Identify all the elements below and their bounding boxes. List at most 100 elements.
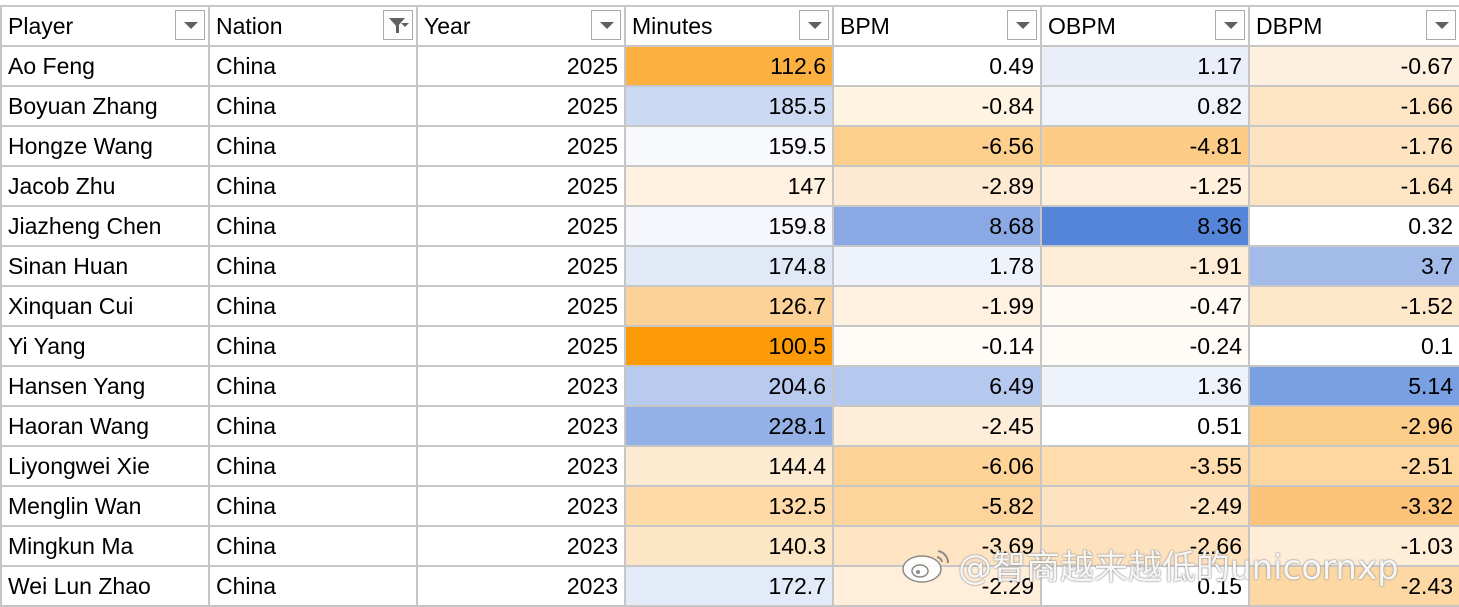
cell-nation[interactable]: China <box>208 445 418 487</box>
cell-year[interactable]: 2025 <box>416 325 626 367</box>
cell-dbpm[interactable]: -1.03 <box>1248 525 1459 567</box>
cell-year[interactable]: 2023 <box>416 405 626 447</box>
cell-obpm[interactable]: -4.81 <box>1040 125 1250 167</box>
filter-dropdown-button[interactable] <box>1215 10 1245 40</box>
cell-dbpm[interactable]: 3.7 <box>1248 245 1459 287</box>
filter-dropdown-button[interactable] <box>799 10 829 40</box>
filter-dropdown-button[interactable] <box>175 10 205 40</box>
cell-minutes[interactable]: 172.7 <box>624 565 834 607</box>
cell-player[interactable]: Sinan Huan <box>0 245 210 287</box>
cell-minutes[interactable]: 112.6 <box>624 45 834 87</box>
cell-obpm[interactable]: 1.36 <box>1040 365 1250 407</box>
cell-bpm[interactable]: -3.69 <box>832 525 1042 567</box>
header-obpm[interactable]: OBPM <box>1040 5 1250 47</box>
cell-bpm[interactable]: 6.49 <box>832 365 1042 407</box>
cell-player[interactable]: Mingkun Ma <box>0 525 210 567</box>
cell-nation[interactable]: China <box>208 405 418 447</box>
header-nation[interactable]: Nation <box>208 5 418 47</box>
cell-obpm[interactable]: 0.51 <box>1040 405 1250 447</box>
cell-bpm[interactable]: -6.06 <box>832 445 1042 487</box>
cell-dbpm[interactable]: -1.64 <box>1248 165 1459 207</box>
cell-year[interactable]: 2023 <box>416 565 626 607</box>
cell-minutes[interactable]: 174.8 <box>624 245 834 287</box>
cell-player[interactable]: Ao Feng <box>0 45 210 87</box>
cell-obpm[interactable]: -2.66 <box>1040 525 1250 567</box>
cell-nation[interactable]: China <box>208 45 418 87</box>
cell-obpm[interactable]: 0.15 <box>1040 565 1250 607</box>
header-bpm[interactable]: BPM <box>832 5 1042 47</box>
filter-active-button[interactable] <box>383 10 413 40</box>
cell-obpm[interactable]: -1.25 <box>1040 165 1250 207</box>
cell-minutes[interactable]: 140.3 <box>624 525 834 567</box>
cell-nation[interactable]: China <box>208 525 418 567</box>
cell-nation[interactable]: China <box>208 325 418 367</box>
cell-dbpm[interactable]: -1.52 <box>1248 285 1459 327</box>
cell-year[interactable]: 2023 <box>416 445 626 487</box>
cell-player[interactable]: Yi Yang <box>0 325 210 367</box>
cell-year[interactable]: 2023 <box>416 525 626 567</box>
header-year[interactable]: Year <box>416 5 626 47</box>
cell-bpm[interactable]: 8.68 <box>832 205 1042 247</box>
cell-player[interactable]: Wei Lun Zhao <box>0 565 210 607</box>
cell-obpm[interactable]: 1.17 <box>1040 45 1250 87</box>
cell-bpm[interactable]: -2.29 <box>832 565 1042 607</box>
cell-minutes[interactable]: 132.5 <box>624 485 834 527</box>
cell-obpm[interactable]: 0.82 <box>1040 85 1250 127</box>
filter-dropdown-button[interactable] <box>591 10 621 40</box>
cell-minutes[interactable]: 144.4 <box>624 445 834 487</box>
cell-nation[interactable]: China <box>208 205 418 247</box>
header-minutes[interactable]: Minutes <box>624 5 834 47</box>
cell-dbpm[interactable]: 0.32 <box>1248 205 1459 247</box>
cell-dbpm[interactable]: -2.96 <box>1248 405 1459 447</box>
cell-player[interactable]: Boyuan Zhang <box>0 85 210 127</box>
cell-minutes[interactable]: 228.1 <box>624 405 834 447</box>
filter-dropdown-button[interactable] <box>1007 10 1037 40</box>
cell-obpm[interactable]: -2.49 <box>1040 485 1250 527</box>
cell-dbpm[interactable]: -2.51 <box>1248 445 1459 487</box>
cell-minutes[interactable]: 126.7 <box>624 285 834 327</box>
cell-player[interactable]: Menglin Wan <box>0 485 210 527</box>
cell-nation[interactable]: China <box>208 365 418 407</box>
cell-year[interactable]: 2025 <box>416 165 626 207</box>
cell-obpm[interactable]: -0.24 <box>1040 325 1250 367</box>
cell-player[interactable]: Jiazheng Chen <box>0 205 210 247</box>
cell-nation[interactable]: China <box>208 285 418 327</box>
cell-dbpm[interactable]: 0.1 <box>1248 325 1459 367</box>
cell-dbpm[interactable]: -1.76 <box>1248 125 1459 167</box>
cell-player[interactable]: Xinquan Cui <box>0 285 210 327</box>
cell-bpm[interactable]: 1.78 <box>832 245 1042 287</box>
cell-year[interactable]: 2025 <box>416 285 626 327</box>
cell-dbpm[interactable]: -2.43 <box>1248 565 1459 607</box>
cell-obpm[interactable]: -0.47 <box>1040 285 1250 327</box>
filter-dropdown-button[interactable] <box>1426 10 1456 40</box>
cell-obpm[interactable]: 8.36 <box>1040 205 1250 247</box>
cell-year[interactable]: 2025 <box>416 245 626 287</box>
cell-nation[interactable]: China <box>208 165 418 207</box>
cell-player[interactable]: Jacob Zhu <box>0 165 210 207</box>
cell-minutes[interactable]: 100.5 <box>624 325 834 367</box>
header-player[interactable]: Player <box>0 5 210 47</box>
cell-minutes[interactable]: 159.8 <box>624 205 834 247</box>
cell-year[interactable]: 2025 <box>416 45 626 87</box>
cell-dbpm[interactable]: 5.14 <box>1248 365 1459 407</box>
cell-player[interactable]: Hansen Yang <box>0 365 210 407</box>
cell-minutes[interactable]: 204.6 <box>624 365 834 407</box>
cell-minutes[interactable]: 185.5 <box>624 85 834 127</box>
header-dbpm[interactable]: DBPM <box>1248 5 1459 47</box>
cell-dbpm[interactable]: -1.66 <box>1248 85 1459 127</box>
cell-year[interactable]: 2025 <box>416 205 626 247</box>
cell-year[interactable]: 2023 <box>416 485 626 527</box>
cell-bpm[interactable]: -5.82 <box>832 485 1042 527</box>
cell-obpm[interactable]: -1.91 <box>1040 245 1250 287</box>
cell-year[interactable]: 2023 <box>416 365 626 407</box>
cell-minutes[interactable]: 159.5 <box>624 125 834 167</box>
cell-year[interactable]: 2025 <box>416 85 626 127</box>
cell-player[interactable]: Hongze Wang <box>0 125 210 167</box>
cell-player[interactable]: Liyongwei Xie <box>0 445 210 487</box>
cell-nation[interactable]: China <box>208 85 418 127</box>
cell-bpm[interactable]: -0.14 <box>832 325 1042 367</box>
cell-bpm[interactable]: -1.99 <box>832 285 1042 327</box>
cell-minutes[interactable]: 147 <box>624 165 834 207</box>
cell-bpm[interactable]: -2.89 <box>832 165 1042 207</box>
cell-obpm[interactable]: -3.55 <box>1040 445 1250 487</box>
